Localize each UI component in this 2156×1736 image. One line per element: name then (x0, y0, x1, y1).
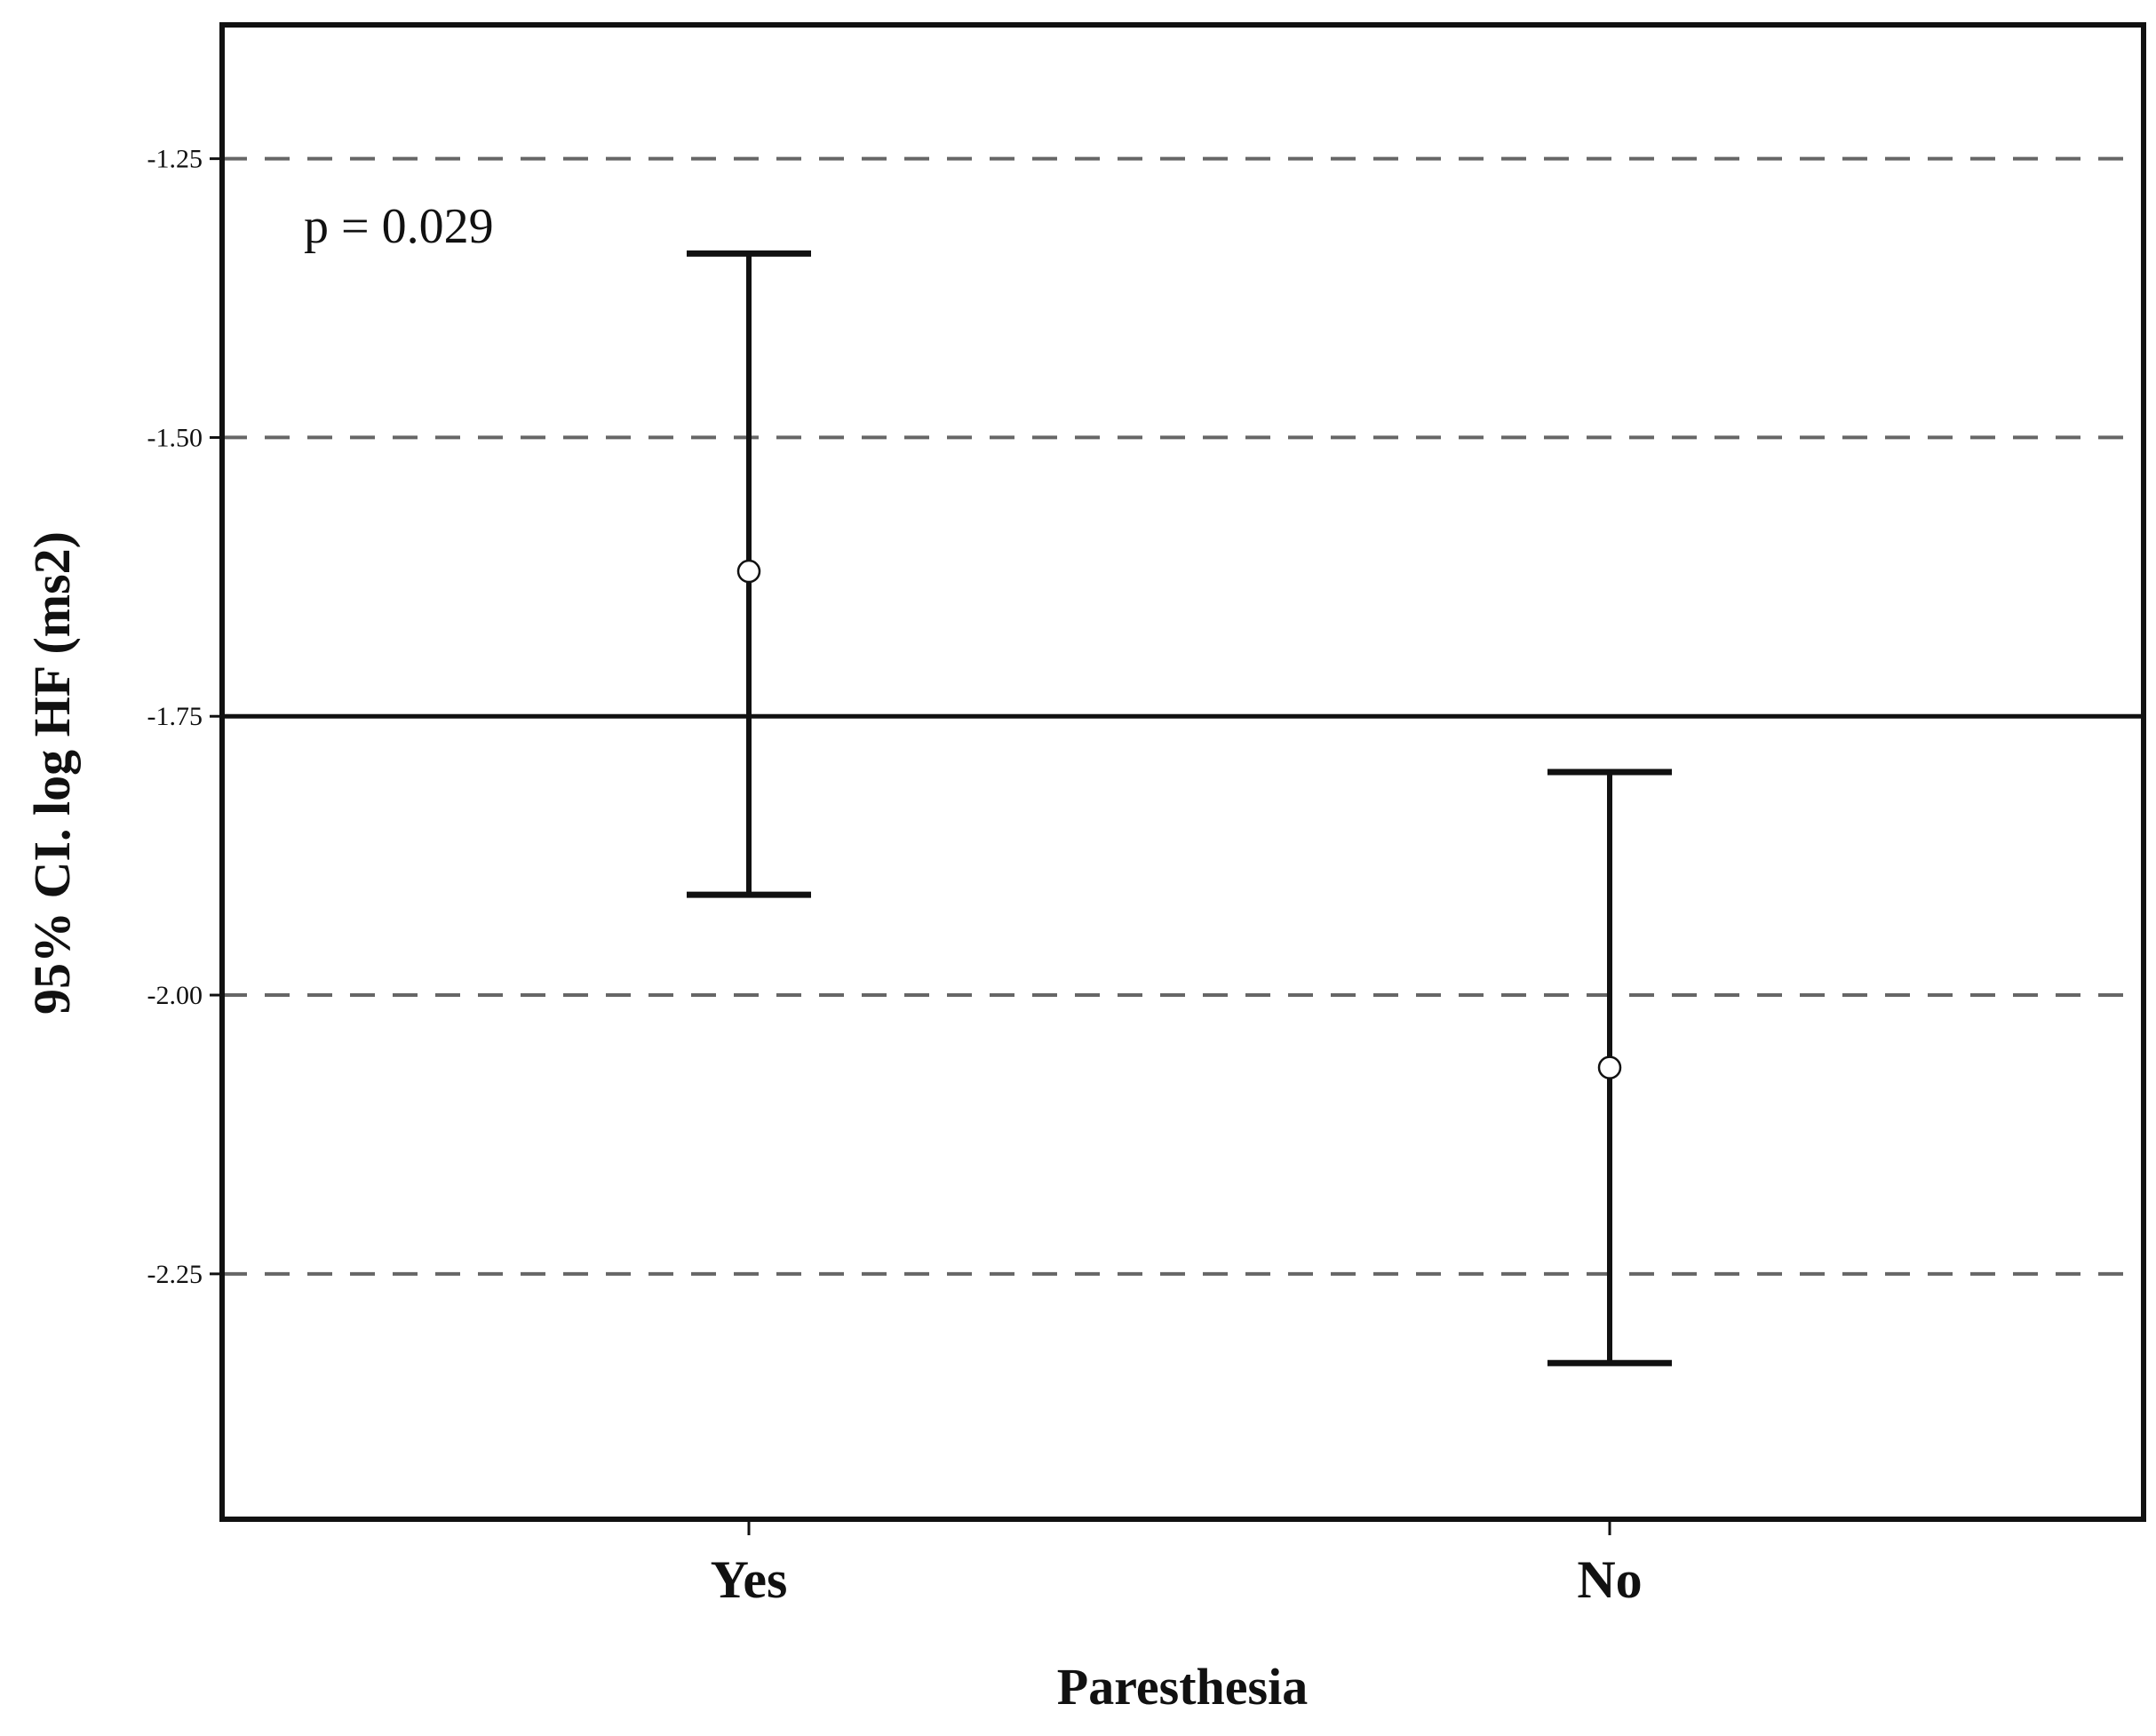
error-bars (687, 250, 1672, 1366)
error-bar-no (1547, 768, 1672, 1366)
y-tick-label: -1.25 (147, 145, 203, 174)
y-tick-label: -2.25 (147, 1260, 203, 1289)
annotation-p-value: p = 0.029 (304, 199, 494, 254)
y-tick-label: -2.00 (147, 981, 203, 1010)
x-axis-ticks: Yes No (711, 1519, 1643, 1609)
grid-lines (222, 156, 2144, 1276)
mean-point (1597, 1055, 1622, 1079)
plot-frame (219, 22, 2146, 1522)
y-axis-title: 95% CI. log HF (ms2) (23, 531, 81, 1015)
y-tick-label: -1.75 (147, 702, 203, 731)
x-axis-title: Paresthesia (1057, 1658, 1308, 1716)
x-tick-label: Yes (711, 1550, 788, 1609)
y-tick-label: -1.50 (147, 423, 203, 452)
error-bar-yes (687, 250, 811, 898)
x-tick-label: No (1577, 1550, 1642, 1609)
y-axis-ticks: -1.25 -1.50 -1.75 -2.00 -2.25 (147, 145, 222, 1289)
mean-point (736, 559, 761, 584)
